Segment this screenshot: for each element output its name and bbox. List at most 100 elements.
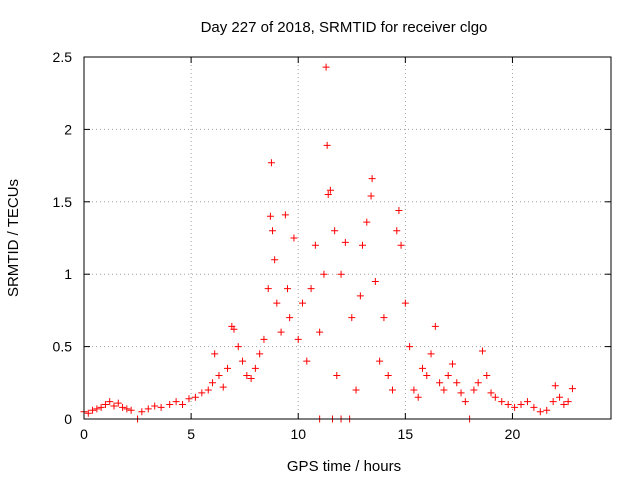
data-point	[311, 241, 319, 249]
data-point	[277, 328, 285, 336]
data-point	[564, 398, 572, 406]
data-point	[393, 227, 401, 235]
data-point	[219, 383, 227, 391]
data-point	[348, 314, 356, 322]
data-point	[106, 398, 114, 406]
data-point	[138, 408, 146, 416]
data-point	[474, 379, 482, 387]
x-tick-label: 20	[505, 426, 521, 442]
data-point	[294, 335, 302, 343]
data-point	[198, 389, 206, 397]
data-point	[326, 186, 334, 194]
data-point	[491, 393, 499, 401]
data-point	[436, 379, 444, 387]
data-point	[568, 385, 576, 393]
x-axis-label: GPS time / hours	[287, 458, 401, 475]
data-point	[191, 393, 199, 401]
data-point	[251, 364, 259, 372]
y-tick-label: 0	[64, 411, 72, 427]
data-point	[427, 350, 435, 358]
chart-title: Day 227 of 2018, SRMTID for receiver clg…	[201, 19, 488, 36]
data-point	[260, 335, 268, 343]
data-point	[97, 403, 105, 411]
data-point	[367, 192, 375, 200]
grid	[84, 57, 611, 419]
data-point	[110, 402, 118, 410]
y-axis-label: SRMTID / TECUs	[5, 179, 22, 297]
data-point	[256, 350, 264, 358]
data-point	[151, 402, 159, 410]
data-point	[166, 401, 174, 409]
data-point	[281, 211, 289, 219]
data-point	[380, 314, 388, 322]
data-point	[266, 212, 274, 220]
data-point	[560, 401, 568, 409]
data-point	[204, 386, 212, 394]
data-point	[284, 285, 292, 293]
data-point	[453, 379, 461, 387]
data-point	[101, 401, 109, 409]
data-point	[179, 401, 187, 409]
data-point	[401, 299, 409, 307]
data-point	[517, 401, 525, 409]
data-point	[211, 350, 219, 358]
data-point	[530, 403, 538, 411]
data-point	[303, 357, 311, 365]
data-point	[215, 372, 223, 380]
data-point	[172, 398, 180, 406]
data-point	[356, 292, 364, 300]
data-point	[431, 322, 439, 330]
data-point	[290, 234, 298, 242]
x-tick-label: 15	[398, 426, 414, 442]
data-point	[440, 386, 448, 394]
data-point	[352, 386, 360, 394]
data-point	[457, 389, 465, 397]
data-point	[376, 357, 384, 365]
data-point	[234, 343, 242, 351]
data-point	[243, 372, 251, 380]
data-point	[333, 372, 341, 380]
data-point	[478, 347, 486, 355]
data-point	[395, 206, 403, 214]
data-point	[209, 379, 217, 387]
data-point	[84, 409, 92, 417]
data-point	[498, 398, 506, 406]
data-point	[89, 406, 97, 414]
data-point	[523, 398, 531, 406]
data-point	[123, 405, 131, 413]
data-point	[551, 382, 559, 390]
data-point	[273, 299, 281, 307]
y-tick-label: 1	[64, 266, 72, 282]
data-point	[316, 328, 324, 336]
data-point	[504, 401, 512, 409]
data-point	[239, 357, 247, 365]
data-point	[307, 285, 315, 293]
data-point	[269, 227, 277, 235]
data-point	[93, 405, 101, 413]
data-points	[80, 63, 576, 423]
data-point	[483, 372, 491, 380]
data-point	[384, 372, 392, 380]
data-point	[444, 372, 452, 380]
data-point	[448, 360, 456, 368]
data-point	[185, 395, 193, 403]
data-point	[388, 386, 396, 394]
data-point	[368, 175, 376, 183]
data-point	[286, 314, 294, 322]
y-tick-label: 2.5	[53, 49, 73, 65]
axis-ticks: 0 5 10 15 20 0 0.5 1 1.5 2 2.5	[53, 49, 611, 442]
data-point	[410, 386, 418, 394]
data-point	[423, 372, 431, 380]
data-point	[322, 63, 330, 71]
x-tick-label: 0	[80, 426, 88, 442]
data-point	[363, 218, 371, 226]
data-point	[556, 393, 564, 401]
data-point	[397, 241, 405, 249]
data-point	[127, 406, 135, 414]
data-point	[323, 141, 331, 149]
y-tick-label: 2	[64, 121, 72, 137]
data-point	[331, 227, 339, 235]
data-point	[247, 374, 255, 382]
